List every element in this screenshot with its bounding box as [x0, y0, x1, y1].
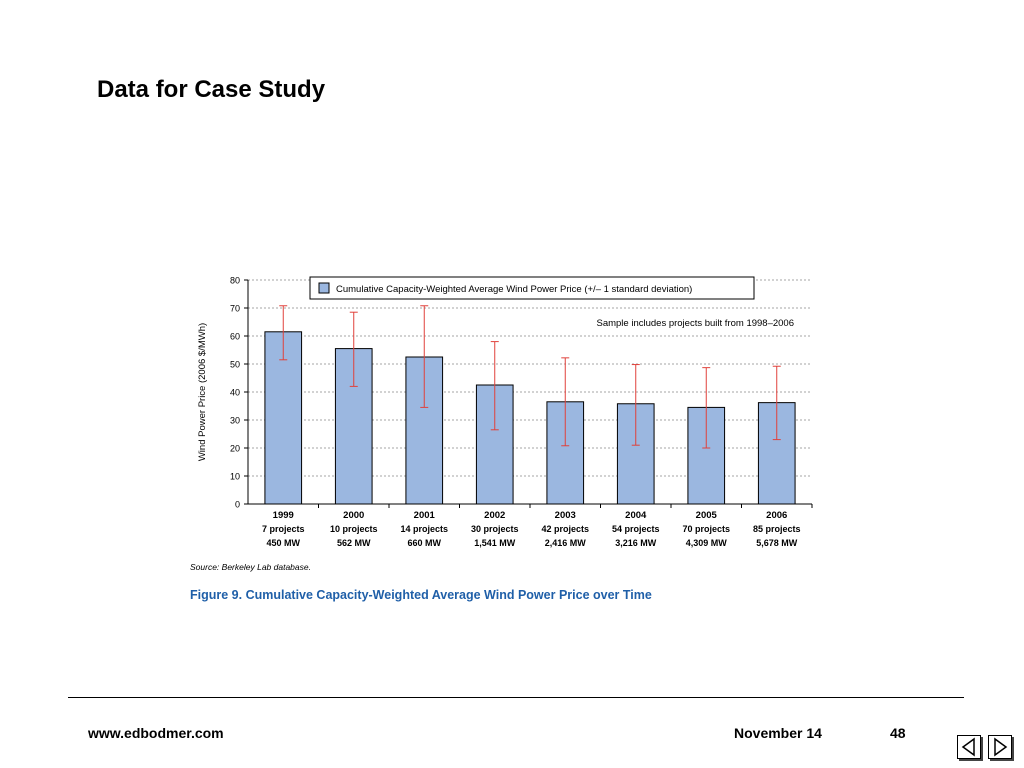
category-projects-label: 70 projects — [682, 524, 730, 534]
x-tick-label: 2000 — [343, 510, 364, 521]
footer-divider — [68, 697, 964, 698]
bar — [334, 348, 373, 505]
legend-label: Cumulative Capacity-Weighted Average Win… — [336, 284, 692, 295]
y-tick-label: 60 — [230, 332, 240, 342]
x-tick-label: 2001 — [414, 510, 436, 521]
next-slide-button[interactable] — [988, 735, 1012, 759]
category-projects-label: 85 projects — [753, 524, 801, 534]
y-tick-label: 0 — [235, 500, 240, 510]
category-capacity-label: 2,416 MW — [545, 538, 587, 548]
chart-annotation: Sample includes projects built from 1998… — [596, 318, 794, 329]
category-capacity-label: 450 MW — [266, 538, 300, 548]
chart-figure: 0 10 20 30 40 50 60 70 80 Wind Power Price (2006 … — [180, 268, 840, 613]
x-tick-label: 1999 — [273, 510, 294, 521]
figure-caption: Figure 9. Cumulative Capacity-Weighted A… — [190, 588, 652, 602]
legend-box — [309, 276, 755, 300]
y-tick-label: 50 — [230, 360, 240, 370]
arrow-right-icon — [994, 737, 1008, 757]
category-capacity-label: 4,309 MW — [686, 538, 728, 548]
page-number: 48 — [890, 725, 906, 741]
category-capacity-label: 660 MW — [407, 538, 441, 548]
category-capacity-label: 3,216 MW — [615, 538, 657, 548]
category-projects-label: 42 projects — [541, 524, 589, 534]
category-projects-label: 30 projects — [471, 524, 519, 534]
x-tick-label: 2006 — [766, 510, 787, 521]
category-projects-label: 54 projects — [612, 524, 660, 534]
chart-svg: 0 10 20 30 40 50 60 70 80 Wind Power Price (2006 … — [190, 276, 813, 602]
chart-source: Source: Berkeley Lab database. — [190, 562, 311, 572]
y-axis-label: Wind Power Price (2006 $/MWh) — [197, 323, 208, 461]
y-tick-label: 30 — [230, 416, 240, 426]
y-tick-label: 80 — [230, 276, 240, 286]
arrow-left-icon — [961, 737, 975, 757]
category-capacity-label: 5,678 MW — [756, 538, 798, 548]
bar — [405, 356, 444, 505]
y-tick-label: 70 — [230, 304, 240, 314]
footer-url: www.edbodmer.com — [88, 725, 224, 741]
y-tick-label: 10 — [230, 472, 240, 482]
x-tick-label: 2002 — [484, 510, 505, 521]
x-tick-label: 2005 — [696, 510, 718, 521]
category-projects-label: 10 projects — [330, 524, 378, 534]
legend-swatch — [318, 282, 330, 294]
category-projects-label: 14 projects — [400, 524, 448, 534]
category-projects-label: 7 projects — [262, 524, 305, 534]
y-tick-label: 20 — [230, 444, 240, 454]
category-capacity-label: 1,541 MW — [474, 538, 516, 548]
slide-title: Data for Case Study — [97, 76, 326, 103]
x-tick-label: 2004 — [625, 510, 647, 521]
x-tick-label: 2003 — [555, 510, 576, 521]
footer-date: November 14 — [734, 725, 822, 741]
category-capacity-label: 562 MW — [337, 538, 371, 548]
y-tick-label: 40 — [230, 388, 240, 398]
previous-slide-button[interactable] — [957, 735, 981, 759]
